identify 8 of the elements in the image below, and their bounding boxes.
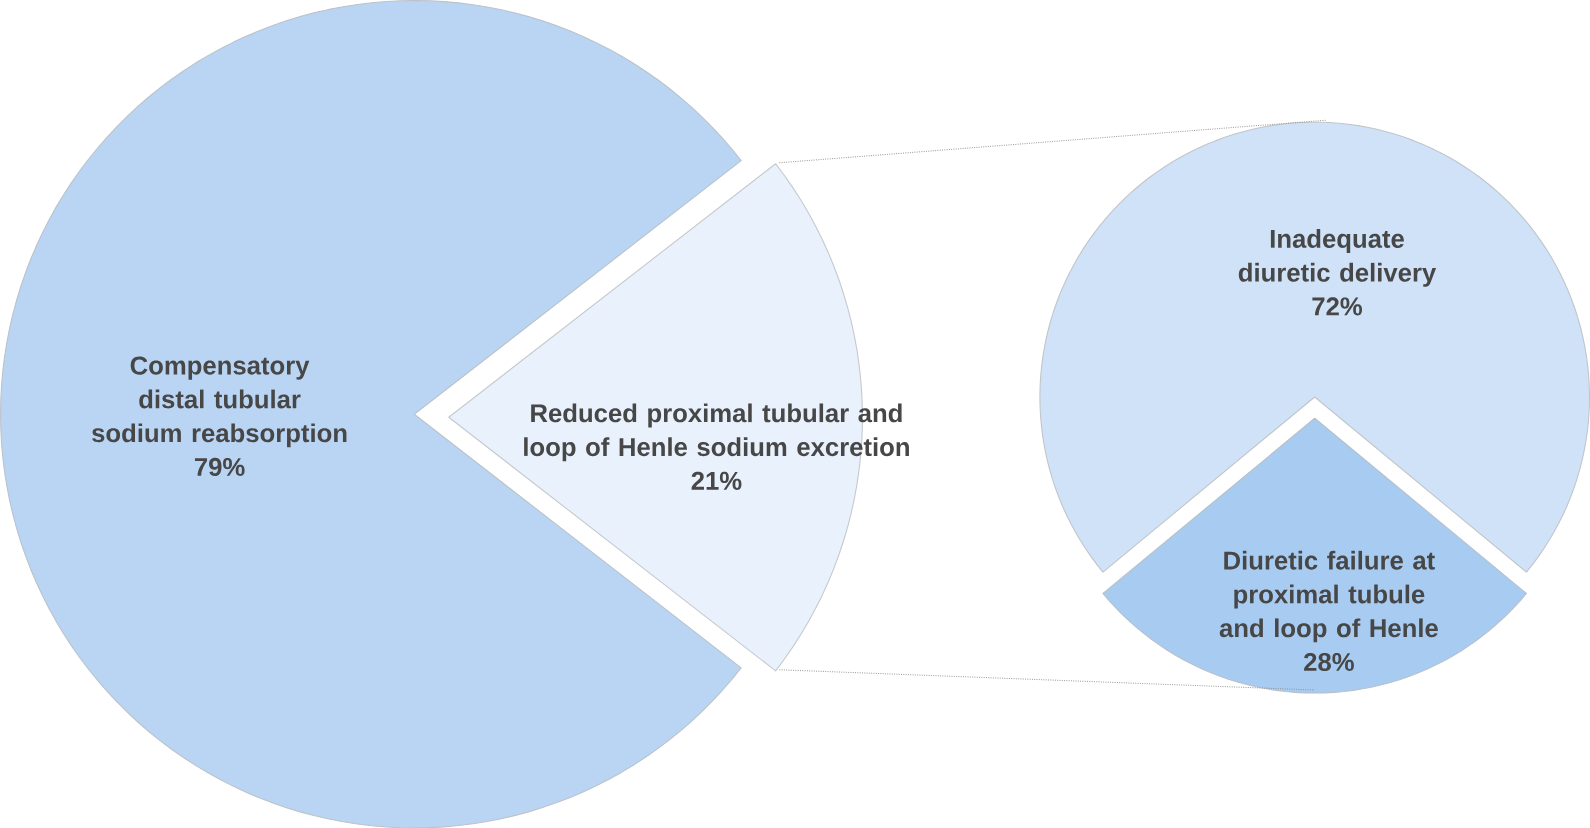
- slice-label: Reduced proximal tubular and loop of Henle sodium excretion: [524, 403, 909, 461]
- slice-label: Diuretic failure at proximal tubule and loop of Henle: [1219, 550, 1438, 643]
- data-label: 28%: [1304, 652, 1354, 671]
- data-label: 79%: [194, 457, 245, 476]
- data-label: 21%: [691, 471, 742, 490]
- slice-label: Compensatory distal tubular sodium reabsorption: [92, 356, 347, 448]
- data-label: 72%: [1312, 297, 1363, 316]
- slice-label: Inadequate diuretic delivery: [1238, 228, 1437, 287]
